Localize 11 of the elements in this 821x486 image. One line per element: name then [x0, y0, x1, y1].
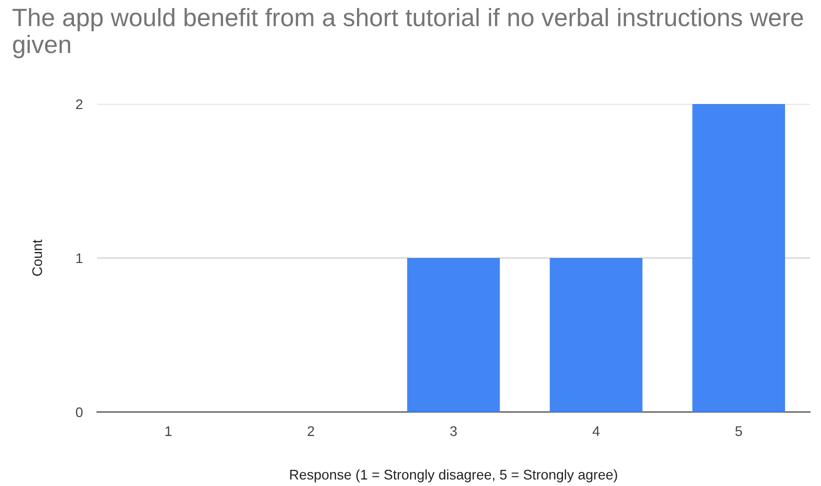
x-axis-title: Response (1 = Strongly disagree, 5 = Strongly agree)	[290, 469, 618, 482]
y-tick-label: 0	[76, 407, 83, 418]
y-tick-label: 2	[76, 99, 82, 110]
chart-title: The app would benefit from a short tutorial if no verbal instructions were given	[12, 8, 803, 58]
x-tick-label: 4	[592, 426, 600, 436]
x-tick-label: 2	[308, 426, 314, 436]
y-tick-label: 1	[76, 253, 82, 264]
x-tick-label: 3	[450, 426, 457, 436]
y-axis-title: Count	[32, 240, 42, 276]
x-tick-label: 1	[165, 426, 172, 436]
x-tick-label: 5	[735, 426, 742, 436]
